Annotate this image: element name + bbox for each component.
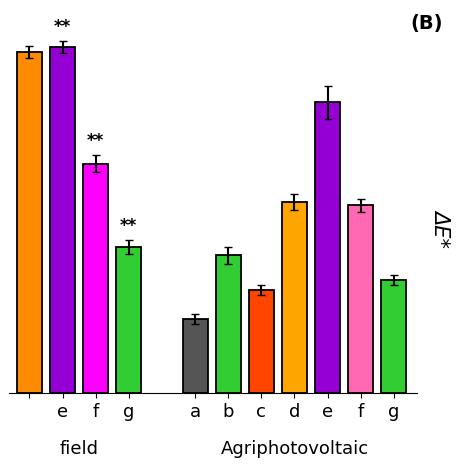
Bar xyxy=(182,319,208,393)
Bar xyxy=(17,52,42,393)
Bar xyxy=(83,164,108,393)
Text: **: ** xyxy=(87,132,104,150)
Bar xyxy=(216,255,241,393)
Text: field: field xyxy=(60,440,99,458)
Bar xyxy=(315,102,340,393)
Bar xyxy=(382,280,406,393)
Bar xyxy=(50,47,75,393)
Text: (B): (B) xyxy=(410,14,443,33)
Bar xyxy=(116,247,141,393)
Text: Agriphotovoltaic: Agriphotovoltaic xyxy=(220,440,369,458)
Text: **: ** xyxy=(54,18,71,36)
Bar xyxy=(348,205,373,393)
Bar xyxy=(282,202,307,393)
Text: **: ** xyxy=(120,217,137,235)
Bar xyxy=(249,290,274,393)
Text: ΔE*: ΔE* xyxy=(431,209,451,246)
